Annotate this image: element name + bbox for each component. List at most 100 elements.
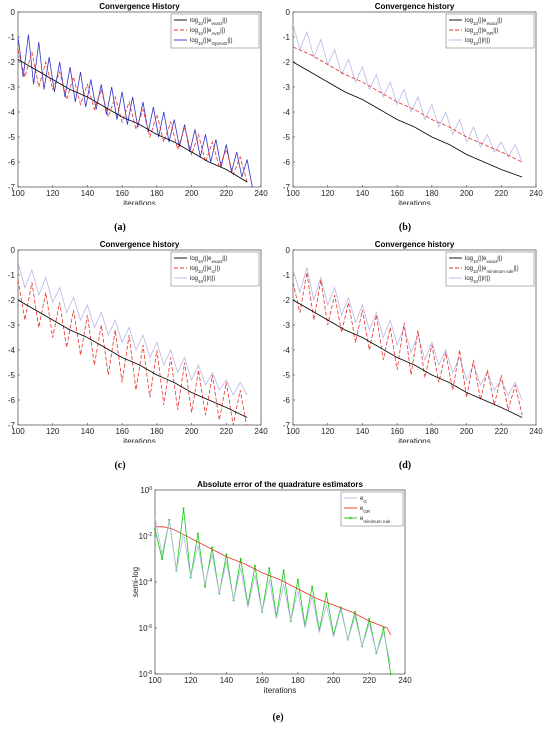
legend-label: log10(||eGR||) (465, 28, 498, 36)
x-axis-label: iterations (264, 686, 296, 695)
chart-a: Convergence History 100 120 140 160 180 200 220… (0, 0, 275, 205)
y-tick-label: -3 (283, 83, 291, 92)
x-tick-label: 140 (220, 676, 234, 685)
x-tick-label: 220 (220, 427, 234, 436)
x-tick-label: 120 (46, 427, 60, 436)
series-line-0 (155, 517, 392, 665)
data-point (311, 585, 314, 588)
y-tick-label: -4 (283, 346, 291, 355)
x-tick-label: 100 (286, 427, 300, 436)
x-tick-label: 140 (356, 427, 370, 436)
chart-title: Convergence history (375, 2, 455, 11)
y-tick-label: -7 (8, 421, 16, 430)
data-point (268, 567, 271, 570)
series-line-2 (155, 508, 392, 674)
y-tick-label: -1 (8, 271, 16, 280)
series-line-2 (293, 267, 523, 401)
chart-e-svg: Absolute error of the quadrature estimat… (131, 480, 412, 695)
data-point (182, 507, 185, 510)
legend-label: eminimum rule (360, 516, 391, 524)
y-tick-label: -2 (8, 296, 16, 305)
x-tick-label: 200 (327, 676, 341, 685)
x-tick-label: 200 (460, 189, 474, 198)
x-tick-label: 120 (321, 189, 335, 198)
data-point (296, 578, 299, 581)
x-tick-label: 100 (148, 676, 162, 685)
data-point (154, 528, 156, 531)
x-tick-label: 180 (425, 427, 439, 436)
y-tick-label: -6 (283, 158, 291, 167)
x-tick-label: 180 (291, 676, 305, 685)
y-tick-label: -7 (8, 183, 16, 192)
x-tick-label: 220 (495, 189, 509, 198)
data-point (282, 569, 285, 572)
x-axis-label: iterations (398, 199, 430, 205)
x-tick-label: 120 (46, 189, 60, 198)
y-tick-label: -6 (283, 396, 291, 405)
x-tick-label: 160 (115, 427, 129, 436)
x-tick-label: 140 (356, 189, 370, 198)
x-tick-label: 240 (254, 189, 268, 198)
y-tick-label: -7 (283, 421, 291, 430)
series-line-2 (18, 262, 248, 396)
y-tick-label: -3 (283, 321, 291, 330)
series-line-1 (293, 46, 523, 163)
y-tick-label: -4 (8, 346, 16, 355)
x-tick-label: 180 (150, 427, 164, 436)
legend-label: log10(||eexact||) (465, 18, 502, 26)
x-tick-label: 240 (529, 189, 543, 198)
legend-label: log10(||eminimum rule||) (465, 266, 519, 274)
chart-title: Convergence history (375, 240, 455, 249)
chart-b: Convergence history 100 120 140 160 180 200 220… (275, 0, 550, 205)
legend-label: eGR (360, 506, 371, 514)
y-tick-label: 10-6 (139, 624, 153, 633)
x-tick-label: 160 (390, 189, 404, 198)
chart-title: Convergence History (99, 2, 180, 11)
series-line-1 (293, 272, 523, 416)
caption-c: (c) (114, 460, 126, 471)
x-tick-label: 100 (286, 189, 300, 198)
chart-c: Convergence history 100 120 140 160 180 200 220… (0, 238, 275, 443)
x-tick-label: 160 (390, 427, 404, 436)
chart-e: Absolute error of the quadrature estimat… (130, 478, 420, 698)
x-tick-label: 120 (321, 427, 335, 436)
y-tick-label: -5 (283, 371, 291, 380)
data-point (225, 553, 228, 556)
x-tick-label: 120 (184, 676, 198, 685)
caption-e: (e) (272, 712, 284, 723)
y-tick-label: -4 (8, 108, 16, 117)
x-axis-label: iterations (123, 199, 155, 205)
series-line-2 (293, 24, 523, 163)
y-tick-label: 100 (140, 486, 152, 495)
y-tick-label: 0 (286, 8, 291, 17)
x-tick-label: 220 (220, 189, 234, 198)
legend-marker (349, 516, 352, 520)
chart-b-svg: Convergence history 100 120 140 160 180 200 220… (283, 2, 543, 205)
legend-label: log10(||r||) (465, 276, 490, 284)
series-line-1 (18, 279, 248, 425)
y-tick-label: -6 (8, 396, 16, 405)
y-tick-label: -5 (283, 133, 291, 142)
data-point (196, 532, 199, 535)
data-point (325, 592, 328, 595)
data-point (161, 558, 164, 560)
y-tick-label: -1 (283, 33, 291, 42)
y-tick-label: -3 (8, 83, 16, 92)
y-tick-label: -2 (283, 296, 291, 305)
data-point (389, 673, 392, 675)
legend-label: log10(||r||) (190, 276, 215, 284)
y-tick-label: 0 (11, 8, 16, 17)
x-tick-label: 160 (115, 189, 129, 198)
legend-label: log10(||eAvG||) (190, 28, 225, 36)
y-tick-label: -5 (8, 371, 16, 380)
chart-a-svg: Convergence History 100 120 140 160 180 200 220… (8, 2, 268, 205)
y-tick-label: 10-2 (139, 532, 153, 541)
y-tick-label: -2 (8, 58, 16, 67)
chart-d: Convergence history 100 120 140 160 180 200 220… (275, 238, 550, 443)
x-tick-label: 240 (254, 427, 268, 436)
legend-label: log10(||r||) (465, 38, 490, 46)
x-tick-label: 160 (255, 676, 269, 685)
x-axis-label: iterations (123, 437, 155, 443)
x-axis-label: iterations (398, 437, 430, 443)
series-line-0 (18, 59, 248, 183)
